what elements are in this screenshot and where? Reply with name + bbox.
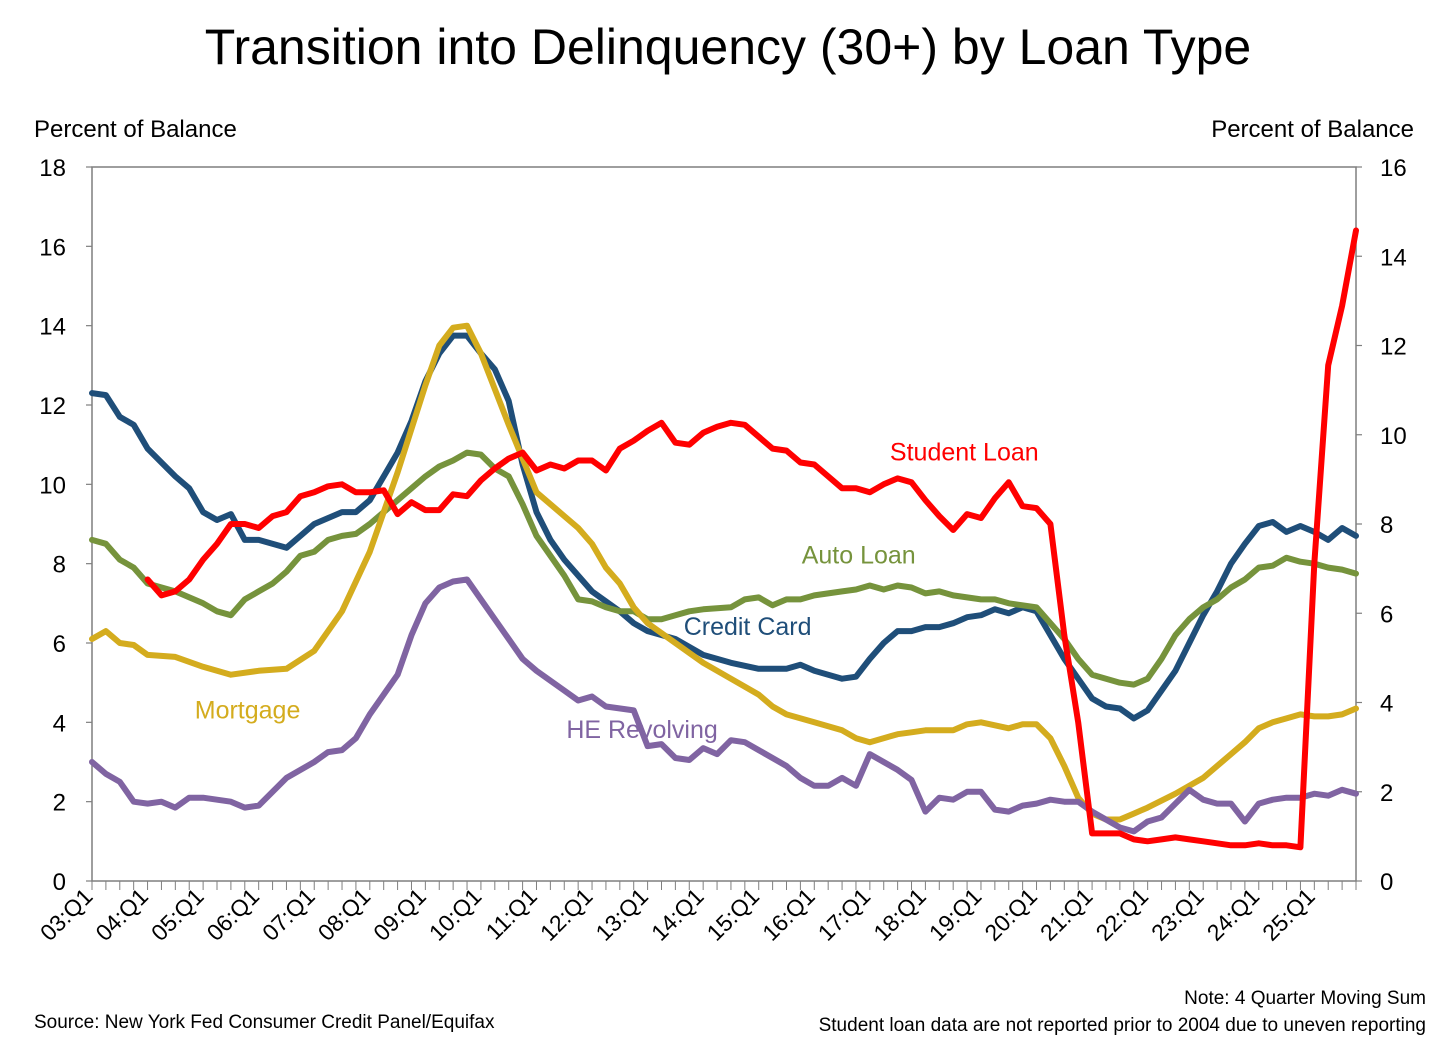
y-tick-label-left: 8 <box>53 552 66 579</box>
x-tick-label: 18:Q1 <box>868 883 931 946</box>
y-tick-label-left: 16 <box>39 234 66 261</box>
plot-border <box>91 166 1357 882</box>
y-tick-label-right: 8 <box>1380 512 1393 539</box>
y-axis-label-left: Percent of Balance <box>34 116 237 143</box>
x-tick-label: 08:Q1 <box>313 883 376 946</box>
x-tick-label: 22:Q1 <box>1090 883 1153 946</box>
x-tick-label: 14:Q1 <box>646 883 709 946</box>
series-label-student-loan: Student Loan <box>890 439 1039 467</box>
x-tick-label: 16:Q1 <box>757 883 820 946</box>
y-tick-label-right: 16 <box>1380 155 1407 182</box>
y-tick-label-right: 4 <box>1380 691 1393 718</box>
y-tick-label-right: 10 <box>1380 423 1407 450</box>
plot-frame <box>86 166 1362 890</box>
y-axis-label-right: Percent of Balance <box>1211 116 1414 143</box>
series-label-auto-loan: Auto Loan <box>802 542 916 570</box>
y-tick-label-left: 14 <box>39 314 66 341</box>
x-tick-label: 21:Q1 <box>1035 883 1098 946</box>
x-tick-label: 11:Q1 <box>481 883 542 944</box>
x-tick-label: 05:Q1 <box>146 883 209 946</box>
x-tick-label: 13:Q1 <box>590 883 653 946</box>
x-tick-label: 04:Q1 <box>90 883 153 946</box>
x-tick-label: 19:Q1 <box>924 883 987 946</box>
y-tick-label-left: 4 <box>53 710 66 737</box>
x-tick-label: 09:Q1 <box>368 883 431 946</box>
y-tick-label-left: 18 <box>39 155 66 182</box>
x-tick-label: 03:Q1 <box>35 883 98 946</box>
y-tick-label-right: 6 <box>1380 601 1393 628</box>
y-tick-label-left: 12 <box>39 393 66 420</box>
series-line-he-revolving <box>89 576 1359 835</box>
x-tick-label: 07:Q1 <box>257 883 320 946</box>
y-tick-label-right: 0 <box>1380 869 1393 896</box>
y-tick-label-right: 2 <box>1380 780 1393 807</box>
x-tick-label: 23:Q1 <box>1146 883 1209 946</box>
series-labels: Credit Card Auto Loan Mortgage HE Revolving… <box>195 439 1039 745</box>
y-tick-label-left: 10 <box>39 472 66 499</box>
series-line-mortgage <box>89 322 1359 823</box>
x-tick-label: 12:Q1 <box>535 883 598 946</box>
moving-sum-note: Note: 4 Quarter Moving Sum <box>1184 988 1426 1009</box>
series-label-credit-card: Credit Card <box>684 613 812 641</box>
y-tick-label-left: 0 <box>53 869 66 896</box>
series-line-auto-loan <box>89 449 1359 688</box>
student-loan-note: Student loan data are not reported prior… <box>818 1015 1426 1036</box>
tick-labels: 0 2 4 6 8 10 12 14 16 18 0 2 4 6 8 10 12 14 16 03:Q104:Q105… <box>35 155 1407 946</box>
series-label-mortgage: Mortgage <box>195 696 301 724</box>
x-tick-label: 06:Q1 <box>202 883 265 946</box>
series-label-he-revolving: HE Revolving <box>566 716 717 744</box>
x-tick-label: 15:Q1 <box>702 883 765 946</box>
y-tick-label-left: 2 <box>53 790 66 817</box>
x-tick-label: 25:Q1 <box>1257 883 1320 946</box>
x-tick-label: 10:Q1 <box>424 883 487 946</box>
series-line-student-loan <box>144 227 1359 851</box>
x-tick-label: 24:Q1 <box>1202 883 1265 946</box>
series-lines <box>89 227 1359 851</box>
y-tick-label-right: 14 <box>1380 244 1407 271</box>
chart-title: Transition into Delinquency (30+) by Loa… <box>204 19 1252 75</box>
y-tick-label-right: 12 <box>1380 334 1407 361</box>
series-line-credit-card <box>89 332 1359 722</box>
y-tick-label-left: 6 <box>53 631 66 658</box>
source-note: Source: New York Fed Consumer Credit Pan… <box>34 1012 495 1033</box>
x-tick-label: 20:Q1 <box>979 883 1042 946</box>
x-tick-label: 17:Q1 <box>813 883 876 946</box>
